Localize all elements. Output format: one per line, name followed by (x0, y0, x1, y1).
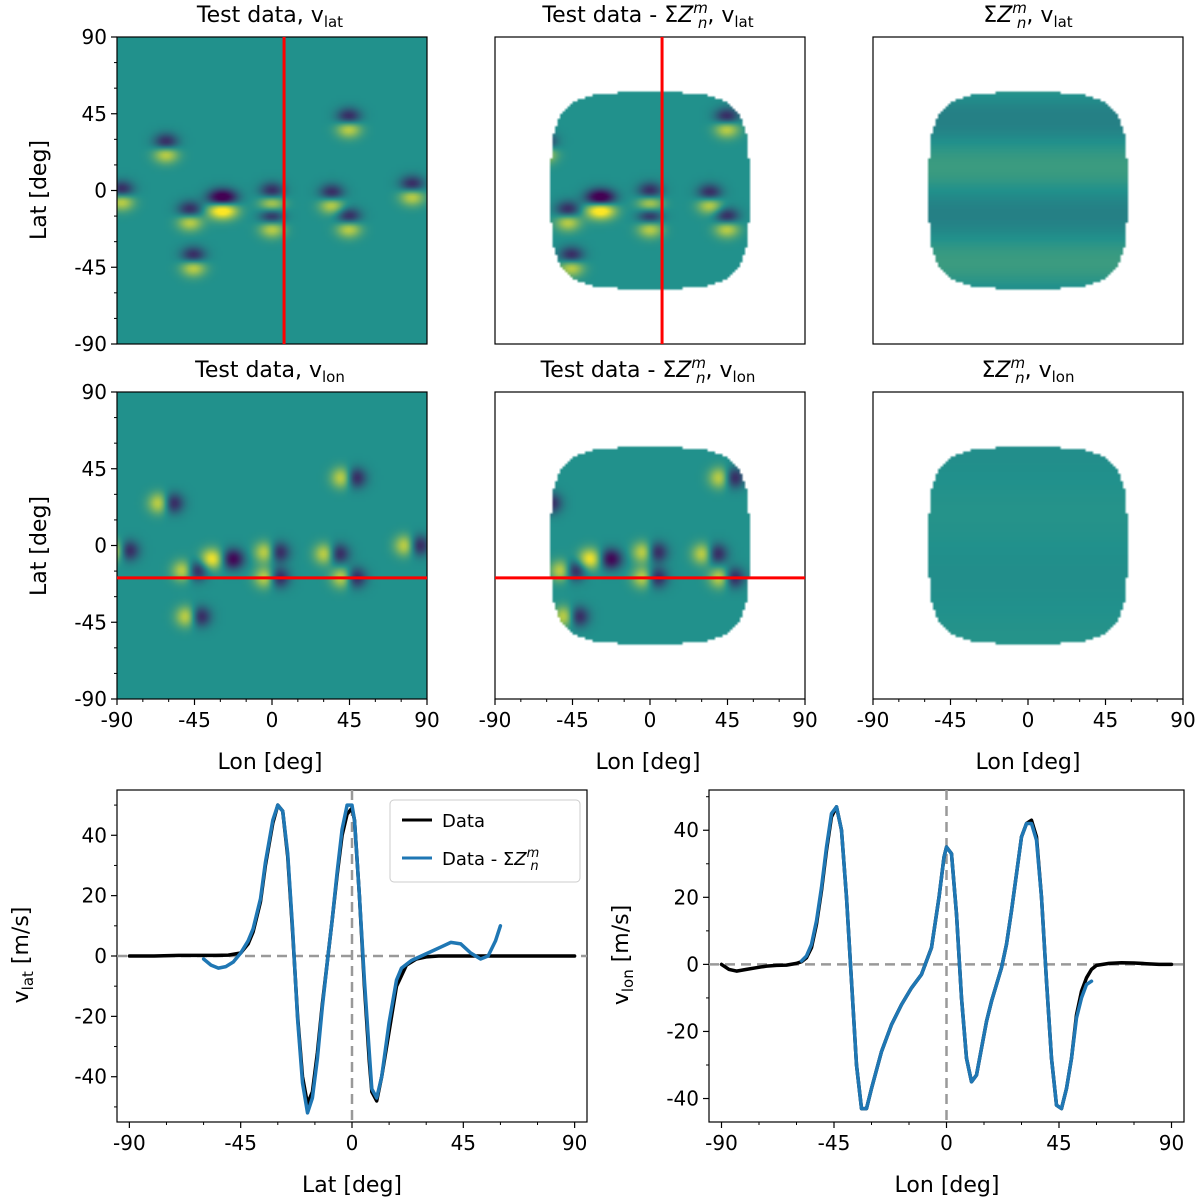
heatmap-panel-2 (494, 36, 806, 345)
panel-1-title: Test data, vlat (196, 3, 343, 31)
x-tick-label: -90 (113, 1131, 146, 1155)
panel-4-ylabel: Lat [deg] (27, 496, 52, 596)
y-tick-label: -20 (666, 1019, 699, 1043)
x-tick-label: -45 (556, 708, 589, 732)
panel-6-title: ΣZm n, vlon (982, 354, 1075, 387)
panel-5-title: Test data - ΣZm n, vlon (540, 354, 756, 387)
y-tick-label: -20 (74, 1004, 107, 1028)
panel-8-xlabel: Lon [deg] (895, 1173, 1000, 1198)
y-tick-label: -45 (74, 255, 107, 279)
x-tick-label: 45 (451, 1131, 476, 1155)
heatmap-panel-3 (872, 36, 1184, 345)
x-tick-label: 45 (715, 708, 740, 732)
x-tick-label: -45 (224, 1131, 257, 1155)
y-tick-label: -90 (74, 332, 107, 356)
y-tick-label: 45 (82, 457, 107, 481)
heatmap-frame (494, 36, 806, 345)
x-tick-label: 0 (266, 708, 279, 732)
y-tick-label: -40 (74, 1065, 107, 1089)
x-tick-label: 0 (346, 1131, 359, 1155)
heatmap-image (495, 37, 805, 344)
panel-3-title: ΣZm n, vlat (983, 0, 1073, 32)
x-tick-label: 90 (414, 708, 439, 732)
y-tick-label: 90 (82, 380, 107, 404)
x-tick-label: 0 (1022, 708, 1035, 732)
panel-4-xlabel: Lon [deg] (218, 750, 323, 775)
x-tick-label: -90 (101, 708, 134, 732)
x-tick-label: 45 (337, 708, 362, 732)
heatmap-image (117, 392, 427, 699)
line-panel-2: -90 -45 0 45 90 40 20 0 -20 -40 (666, 789, 1185, 1155)
panel-2-title: Test data - ΣZm n, vlat (541, 0, 753, 32)
heatmap-panel-6: -90 -45 0 45 90 (857, 391, 1196, 732)
x-tick-label: -45 (934, 708, 967, 732)
heatmap-image (873, 37, 1183, 344)
y-tick-label: 0 (686, 952, 699, 976)
panel-5-xlabel: Lon [deg] (596, 750, 701, 775)
heatmap-image (873, 392, 1183, 699)
y-tick-label: 40 (674, 818, 699, 842)
panel-6-xlabel: Lon [deg] (976, 750, 1081, 775)
x-tick-label: 90 (1170, 708, 1195, 732)
x-tick-label: 90 (792, 708, 817, 732)
heatmap-panel-5: -90 -45 0 45 90 (479, 391, 818, 732)
x-tick-label: -45 (818, 1131, 851, 1155)
legend: Data Data - ΣZm n (389, 799, 581, 883)
y-tick-label: 90 (82, 25, 107, 49)
heatmap-image (495, 392, 805, 699)
x-tick-label: 90 (1159, 1131, 1184, 1155)
legend-frame (389, 799, 581, 883)
y-tick-label: 0 (94, 179, 107, 203)
legend-label-data: Data (442, 811, 485, 832)
y-tick-label: 45 (82, 102, 107, 126)
panel-7-xlabel: Lat [deg] (302, 1173, 402, 1198)
x-tick-label: -90 (479, 708, 512, 732)
panel-8-ylabel: vlon [m/s] (609, 905, 637, 1005)
legend-label-residual: Data - ΣZm n (442, 846, 539, 874)
heatmap-frame (872, 36, 1184, 345)
y-tick-label: -90 (74, 687, 107, 711)
x-tick-label: 90 (562, 1131, 587, 1155)
x-tick-label: -45 (178, 708, 211, 732)
x-tick-label: -90 (705, 1131, 738, 1155)
y-tick-label: 0 (94, 534, 107, 558)
x-tick-label: 45 (1093, 708, 1118, 732)
heatmap-panel-1: 90 45 0 -45 -90 (74, 25, 428, 356)
heatmap-image (117, 37, 427, 344)
y-tick-label: 20 (82, 884, 107, 908)
heatmap-panel-4: 90 45 0 -45 -90-90 -45 0 45 90 (74, 380, 439, 732)
series-line-residual (201, 803, 503, 1115)
x-tick-label: -90 (857, 708, 890, 732)
panel-4-title: Test data, vlon (194, 358, 345, 386)
y-tick-label: -45 (74, 610, 107, 634)
y-tick-label: -40 (666, 1087, 699, 1111)
x-tick-label: 45 (1046, 1131, 1071, 1155)
y-tick-label: 20 (674, 885, 699, 909)
y-tick-label: 0 (94, 944, 107, 968)
x-tick-label: 0 (940, 1131, 953, 1155)
x-tick-label: 0 (644, 708, 657, 732)
y-tick-label: 40 (82, 823, 107, 847)
panel-1-ylabel: Lat [deg] (27, 140, 52, 240)
panel-7-ylabel: vlat [m/s] (9, 907, 37, 1004)
series-line-residual (799, 805, 1094, 1111)
